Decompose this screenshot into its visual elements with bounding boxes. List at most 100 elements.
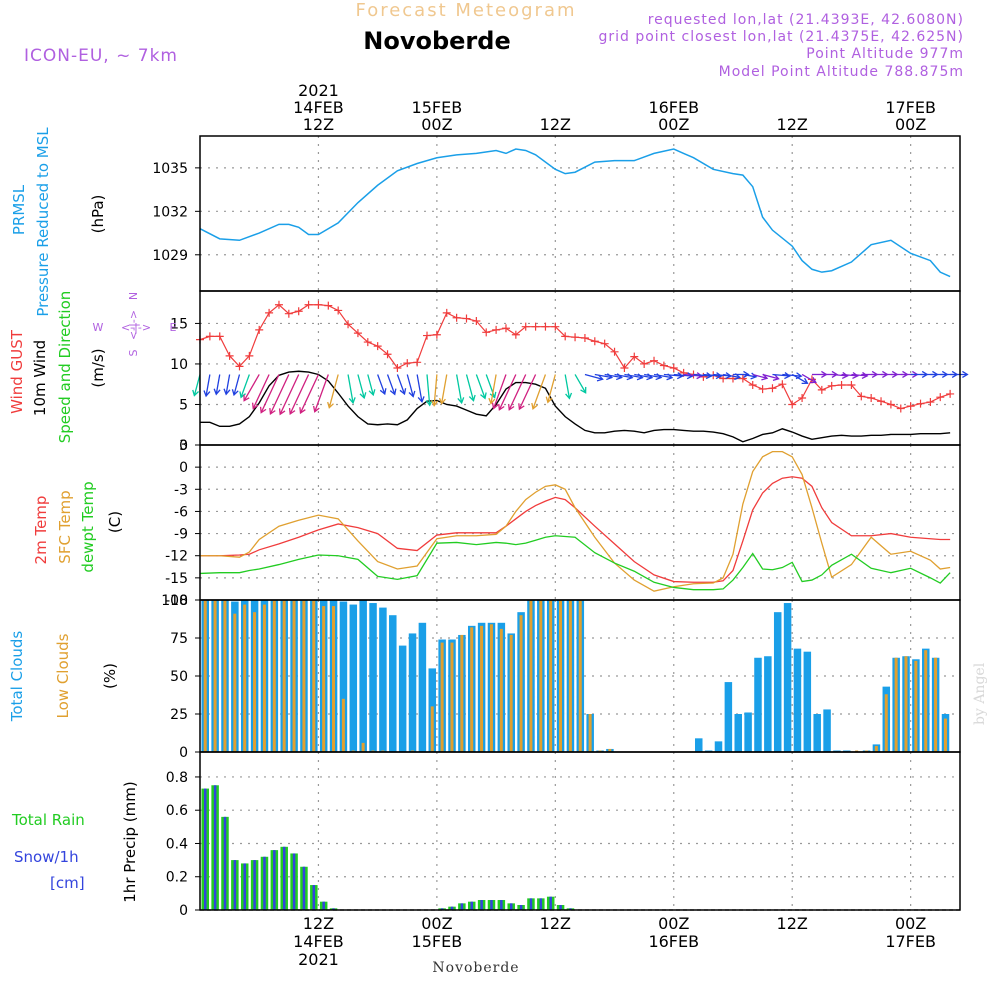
- gust-marker: [462, 314, 471, 323]
- percent-unit-label: (%): [101, 663, 119, 689]
- low-cloud-bar: [588, 714, 592, 752]
- low-cloud-bar: [282, 600, 286, 752]
- bottom-time-label: 15FEB: [412, 932, 463, 951]
- wind-arrow: [465, 374, 476, 402]
- gust-marker: [916, 399, 925, 408]
- snow-bar: [302, 866, 306, 910]
- low-cloud-bar: [864, 750, 868, 752]
- snow-bar: [460, 903, 464, 910]
- low-cloud-bar: [509, 634, 513, 752]
- gust-marker: [926, 398, 935, 407]
- low-cloud-bar: [272, 600, 276, 752]
- wind-arrow: [431, 374, 439, 407]
- gust-marker: [334, 306, 343, 315]
- gust-marker: [324, 301, 333, 310]
- low-cloud-bar: [203, 600, 207, 752]
- low-cloud-bar: [312, 600, 316, 752]
- low-cloud-bar: [578, 600, 582, 752]
- wind-arrow: [313, 374, 329, 413]
- low-cloud-bar: [598, 750, 602, 752]
- gust-marker: [659, 361, 668, 370]
- panel-frame-pressure: [199, 135, 961, 292]
- low-cloud-bar: [499, 628, 503, 752]
- station-title: Novoberde: [363, 27, 510, 55]
- bottom-time-label: 12Z: [540, 914, 571, 933]
- total-cloud-bar: [783, 603, 792, 752]
- snow-bar: [480, 900, 483, 910]
- gust-marker: [758, 385, 767, 394]
- y-tick-label-precip: 0.6: [166, 803, 188, 819]
- gust-marker: [245, 351, 254, 360]
- gust-marker: [442, 308, 451, 317]
- total-cloud-bar: [764, 656, 772, 752]
- total-cloud-bar: [398, 645, 407, 752]
- low-cloud-bar: [253, 612, 257, 752]
- low-cloud-bar: [351, 750, 355, 752]
- y-tick-label-pressure: 1035: [152, 161, 188, 177]
- gust-marker: [580, 334, 589, 343]
- top-time-label: 15FEB: [412, 98, 463, 117]
- y-tick-label-temp: 0: [179, 460, 188, 476]
- temp2m-line: [200, 476, 951, 583]
- gust-marker: [551, 322, 560, 331]
- snow-bar: [490, 900, 493, 910]
- snow-bar: [569, 908, 572, 910]
- gust-marker: [590, 337, 599, 346]
- low-cloud-bar: [529, 600, 533, 752]
- total-cloud-bar: [408, 633, 417, 752]
- gust-marker: [936, 393, 945, 402]
- snow-bar: [549, 896, 552, 910]
- y-tick-label-wind: 10: [170, 357, 188, 373]
- compass-glyph: <-|->: [121, 321, 151, 334]
- total-cloud-bar: [724, 682, 733, 752]
- c-unit-label: (C): [106, 511, 124, 533]
- wind-arrow: [357, 374, 367, 400]
- total-cloud-bar: [813, 714, 821, 752]
- total-cloud-bar: [418, 622, 427, 752]
- snow-label: Snow/1h: [14, 848, 79, 866]
- bottom-time-label: 2021: [298, 950, 339, 969]
- snow-bar: [322, 901, 325, 910]
- gust-marker: [225, 351, 234, 360]
- y-tick-label-pressure: 1029: [152, 248, 188, 264]
- wind-arrow: [594, 373, 614, 381]
- low-cloud-bar: [440, 642, 444, 752]
- total-cloud-bar: [339, 601, 348, 752]
- gust-marker: [827, 381, 836, 390]
- low-cloud-bar: [332, 606, 336, 752]
- panel-frames: [199, 135, 961, 911]
- snow-bar: [539, 898, 543, 910]
- snow-bar: [450, 906, 454, 910]
- gust-marker: [620, 364, 629, 372]
- y-tick-label-clouds: 75: [170, 631, 188, 647]
- wind-arrow: [438, 374, 448, 405]
- snow-bar: [440, 908, 444, 910]
- wind-arrow: [347, 374, 356, 405]
- total-cloud-bar: [823, 709, 831, 752]
- panel-frame-precip: [199, 751, 961, 911]
- snow-bar: [233, 860, 237, 910]
- gust-marker: [255, 325, 264, 334]
- y-tick-label-pressure: 1032: [152, 204, 188, 220]
- low-cloud-bar: [559, 600, 563, 752]
- gust-marker: [353, 329, 362, 338]
- y-tick-label-wind: 15: [170, 316, 188, 332]
- snow-bar: [273, 850, 276, 910]
- sfc-temp-label: SFC Temp: [56, 490, 74, 563]
- low-cloud-bar: [381, 750, 385, 752]
- wind-arrow: [367, 374, 376, 397]
- gust-marker: [413, 358, 422, 367]
- wind-gust-label: Wind GUST: [8, 329, 26, 414]
- gust-marker: [265, 308, 274, 317]
- snow-bar: [213, 785, 217, 910]
- gust-marker: [738, 374, 747, 383]
- wind-arrow: [508, 374, 527, 411]
- model-label: ICON-EU, ~ 7km: [24, 46, 178, 66]
- wind-arrow: [683, 372, 704, 380]
- wind-arrow: [545, 374, 556, 404]
- info-line-1: requested lon,lat (21.4393E, 42.6080N): [648, 12, 964, 28]
- 10m-wind-label: 10m Wind: [31, 340, 49, 416]
- wind-arrow: [491, 374, 507, 410]
- wind-arrow: [518, 374, 537, 411]
